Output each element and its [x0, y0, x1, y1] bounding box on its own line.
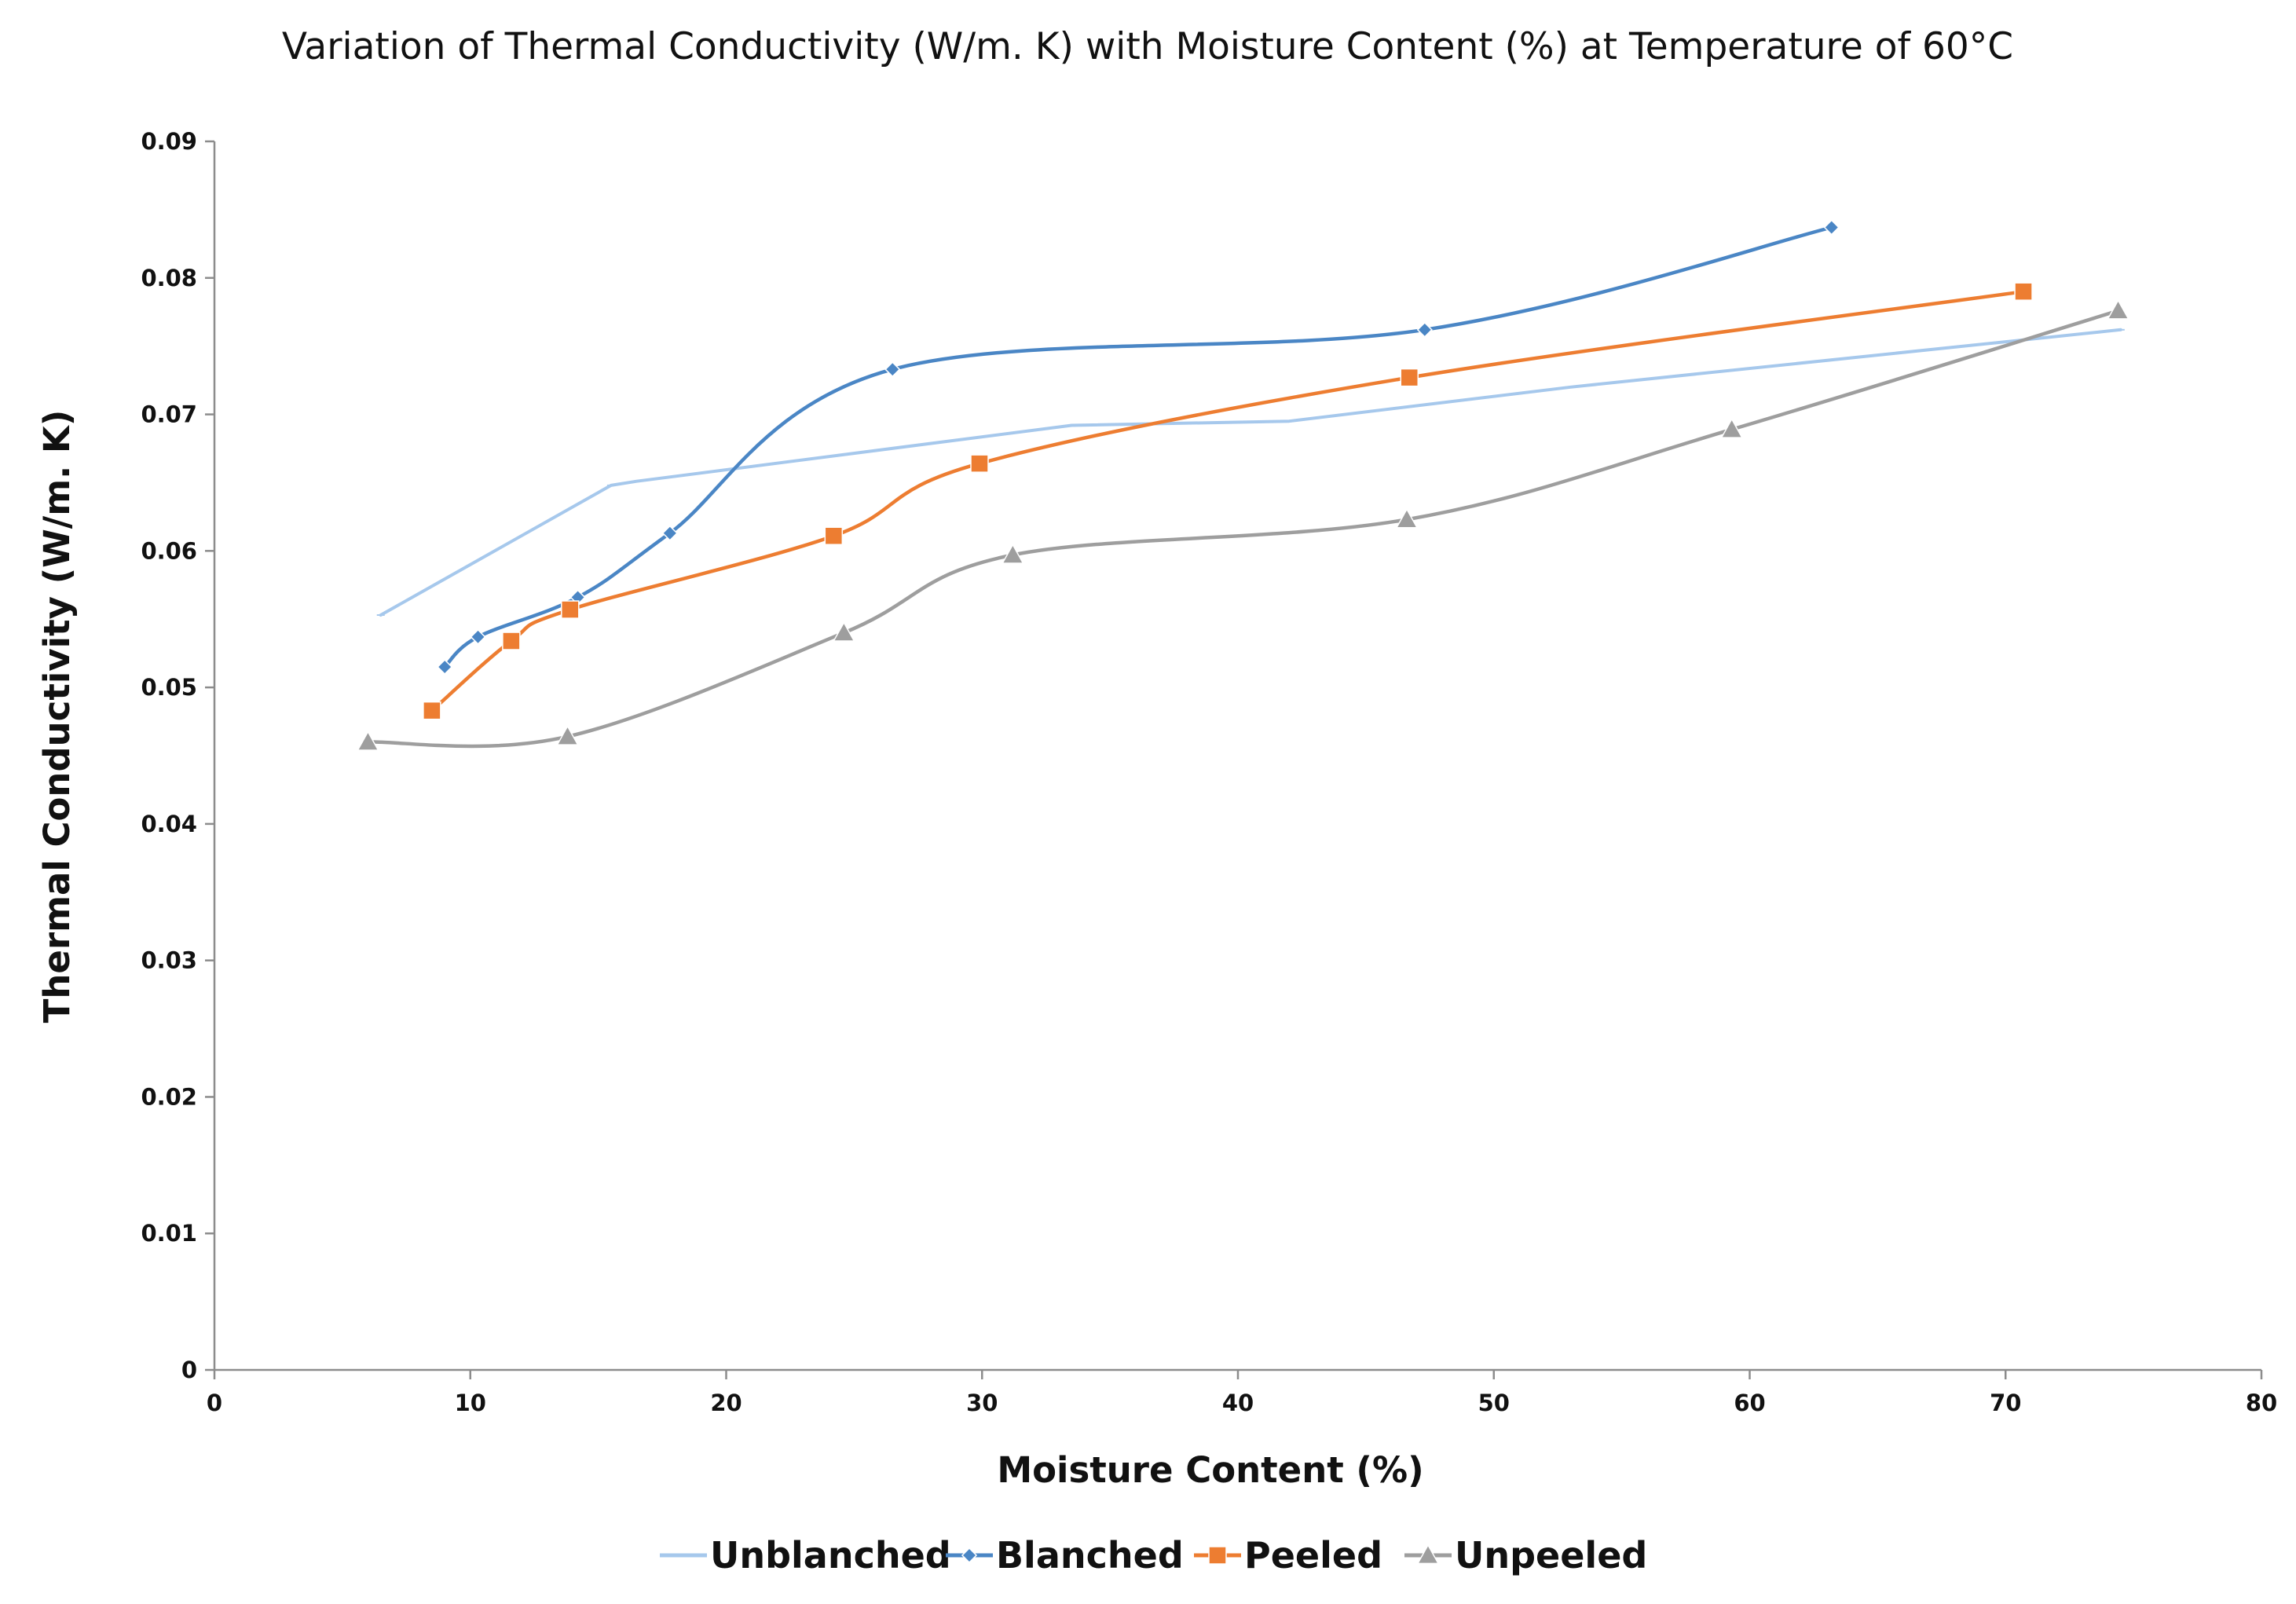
y-tick-label: 0.08 — [141, 265, 197, 291]
data-point-peeled — [561, 600, 580, 619]
data-point-blanched — [1416, 321, 1433, 338]
legend-label-unblanched: Unblanched — [710, 1534, 951, 1577]
x-tick-label: 50 — [1478, 1390, 1510, 1416]
legend-label-blanched: Blanched — [996, 1534, 1184, 1577]
legend-marker-blanched — [961, 1547, 978, 1564]
y-axis-title: Thermal Conductivity (W/m. K) — [36, 410, 78, 1024]
legend-label-peeled: Peeled — [1244, 1534, 1382, 1577]
series-line-unpeeled — [366, 309, 2120, 749]
y-tick-label: 0.07 — [141, 401, 197, 428]
legend-item-peeled: Peeled — [1194, 1534, 1382, 1577]
x-tick-label: 20 — [710, 1390, 742, 1416]
chart-title: Variation of Thermal Conductivity (W/m. … — [282, 25, 2013, 68]
series-line-blanched — [442, 225, 1833, 669]
legend-marker-peeled — [1208, 1546, 1227, 1565]
data-point-blanched — [437, 658, 453, 676]
y-tick-label: 0.09 — [141, 128, 197, 155]
legend-marker-unpeeled — [1416, 1544, 1440, 1565]
data-point-peeled — [824, 526, 844, 545]
data-point-unpeeled — [833, 621, 855, 642]
data-point-unpeeled — [1720, 418, 1743, 438]
data-point-unpeeled — [556, 725, 579, 745]
series-line-peeled — [430, 289, 2026, 712]
data-point-unpeeled — [1395, 507, 1419, 529]
data-point-unpeeled — [2107, 298, 2129, 320]
x-tick-label: 40 — [1222, 1390, 1254, 1416]
legend-item-unpeeled: Unpeeled — [1404, 1534, 1647, 1577]
y-tick-label: 0.02 — [141, 1083, 197, 1110]
data-point-blanched — [661, 525, 678, 541]
y-tick-label: 0.03 — [141, 947, 197, 974]
x-axis-title: Moisture Content (%) — [997, 1449, 1423, 1491]
legend-item-unblanched: Unblanched — [660, 1534, 951, 1577]
y-tick-label: 0.06 — [141, 537, 197, 564]
data-point-peeled — [2014, 282, 2033, 301]
data-point-blanched — [1823, 219, 1840, 236]
y-tick-label: 0.01 — [141, 1220, 197, 1247]
data-point-blanched — [470, 628, 486, 645]
y-tick-label: 0.04 — [141, 811, 197, 837]
x-tick-label: 0 — [207, 1390, 222, 1416]
data-point-peeled — [1400, 368, 1419, 387]
legend-item-blanched: Blanched — [946, 1534, 1184, 1577]
data-point-peeled — [502, 632, 521, 650]
series-layer — [357, 219, 2129, 751]
legend-label-unpeeled: Unpeeled — [1455, 1534, 1647, 1577]
data-point-blanched — [884, 361, 901, 378]
y-tick-label: 0 — [181, 1357, 197, 1383]
legend: Unblanched Blanched Peeled Unpeeled — [660, 1534, 1647, 1577]
x-tick-label: 60 — [1734, 1390, 1765, 1416]
series-unblanched — [376, 328, 2125, 617]
x-tick-label: 80 — [2246, 1390, 2277, 1416]
y-tick-label: 0.05 — [141, 674, 197, 701]
series-blanched — [437, 219, 1840, 676]
x-tick-label: 10 — [455, 1390, 486, 1416]
data-point-peeled — [970, 454, 989, 473]
series-line-unblanched — [379, 328, 2122, 617]
data-point-unpeeled — [357, 731, 379, 751]
series-unpeeled — [357, 298, 2129, 751]
x-tick-label: 70 — [1990, 1390, 2021, 1416]
data-point-unpeeled — [1002, 544, 1024, 564]
data-point-peeled — [423, 701, 441, 720]
axes: 0 0.01 0.02 0.03 0.04 0.05 0.06 0.07 0.08 0.09 0 10… — [141, 128, 2277, 1416]
series-peeled — [423, 282, 2033, 720]
x-tick-label: 30 — [966, 1390, 998, 1416]
